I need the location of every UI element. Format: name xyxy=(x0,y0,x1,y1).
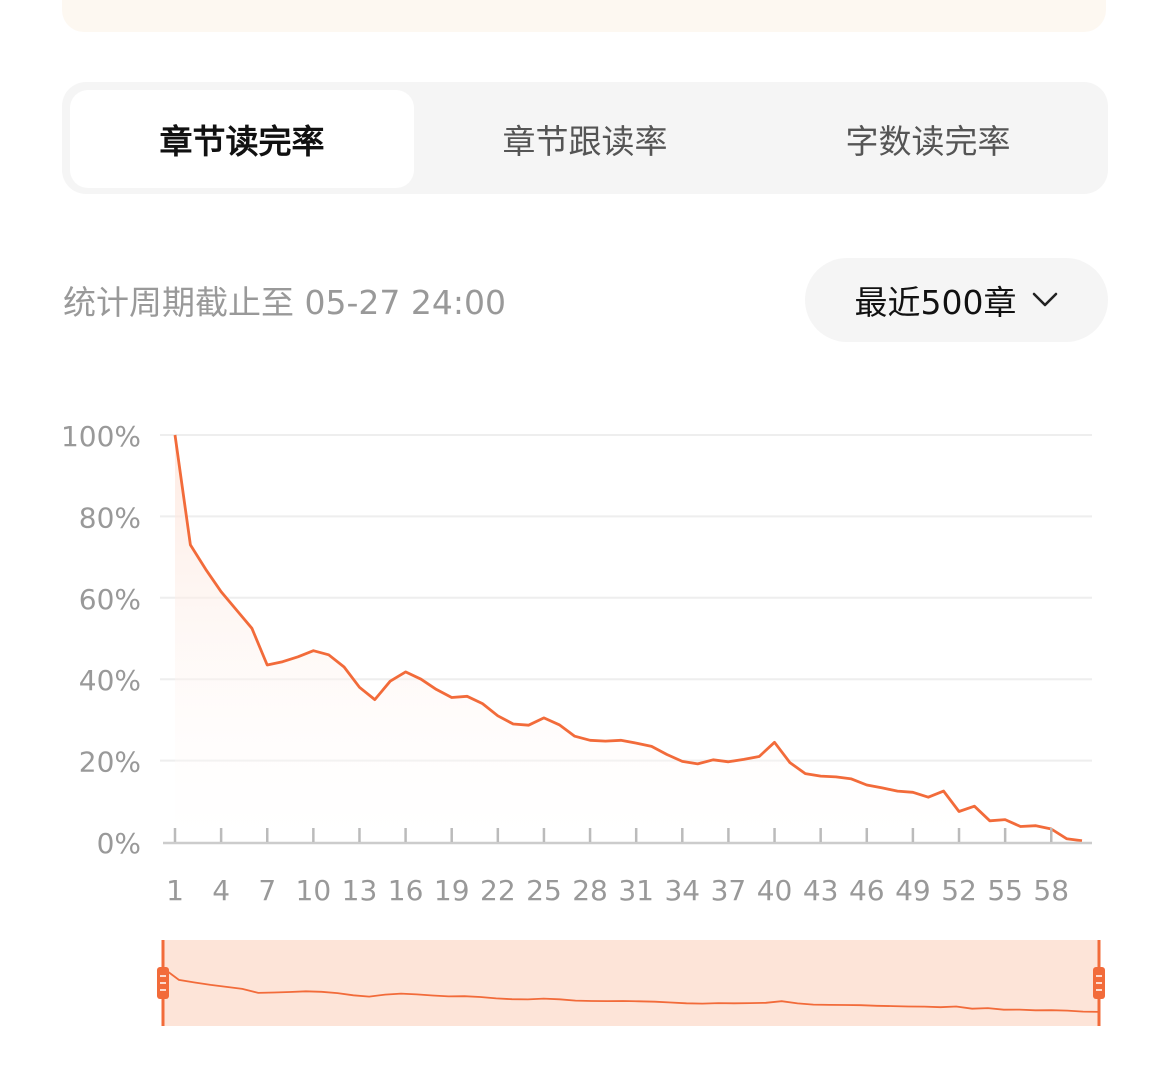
series-line xyxy=(173,434,1083,843)
range-dropdown-label: 最近500章 xyxy=(854,283,1017,322)
y-tick-label: 100% xyxy=(61,420,141,453)
tab-chapter-completion-rate[interactable]: 章节读完率 xyxy=(70,90,414,188)
x-tick-label: 4 xyxy=(212,874,230,907)
x-tick-label: 52 xyxy=(941,874,977,907)
x-tick-label: 58 xyxy=(1033,874,1069,907)
y-tick-label: 80% xyxy=(79,501,141,534)
range-navigator[interactable] xyxy=(0,930,1170,1040)
x-tick-label: 16 xyxy=(388,874,424,907)
period-text: 统计周期截止至 05-27 24:00 xyxy=(63,283,506,322)
chevron-down-icon xyxy=(1032,292,1057,307)
x-tick-label: 49 xyxy=(895,874,931,907)
x-tick-label: 13 xyxy=(342,874,378,907)
x-tick-label: 22 xyxy=(480,874,516,907)
x-tick-label: 55 xyxy=(987,874,1023,907)
x-tick-label: 40 xyxy=(757,874,793,907)
navigator-selection xyxy=(163,940,1099,1026)
x-tick-label: 25 xyxy=(526,874,562,907)
x-tick-label: 10 xyxy=(296,874,332,907)
range-dropdown[interactable]: 最近500章 xyxy=(805,258,1108,342)
y-tick-label: 40% xyxy=(79,664,141,697)
series-area xyxy=(175,435,1082,842)
y-tick-label: 0% xyxy=(97,827,141,860)
x-tick-label: 19 xyxy=(434,874,470,907)
x-tick-label: 43 xyxy=(803,874,839,907)
x-tick-label: 37 xyxy=(711,874,747,907)
x-tick-label: 31 xyxy=(618,874,654,907)
summary-card xyxy=(62,0,1106,32)
navigator-series-line xyxy=(162,967,1100,1013)
metric-tabs: 章节读完率 章节跟读率 字数读完率 xyxy=(62,82,1108,194)
x-tick-label: 1 xyxy=(166,874,184,907)
y-tick-label: 20% xyxy=(79,746,141,779)
x-tick-label: 28 xyxy=(572,874,608,907)
x-tick-label: 46 xyxy=(849,874,885,907)
x-tick-label: 7 xyxy=(258,874,276,907)
y-tick-label: 60% xyxy=(79,583,141,616)
tab-word-completion-rate[interactable]: 字数读完率 xyxy=(845,122,1011,161)
tab-chapter-follow-rate[interactable]: 章节跟读率 xyxy=(502,122,668,161)
x-tick-label: 34 xyxy=(664,874,700,907)
completion-rate-chart: 0% 20% 40% 60% 80% 100% 1 4 7 10 13 16 19 22 25 28 31 34… xyxy=(61,420,1092,907)
